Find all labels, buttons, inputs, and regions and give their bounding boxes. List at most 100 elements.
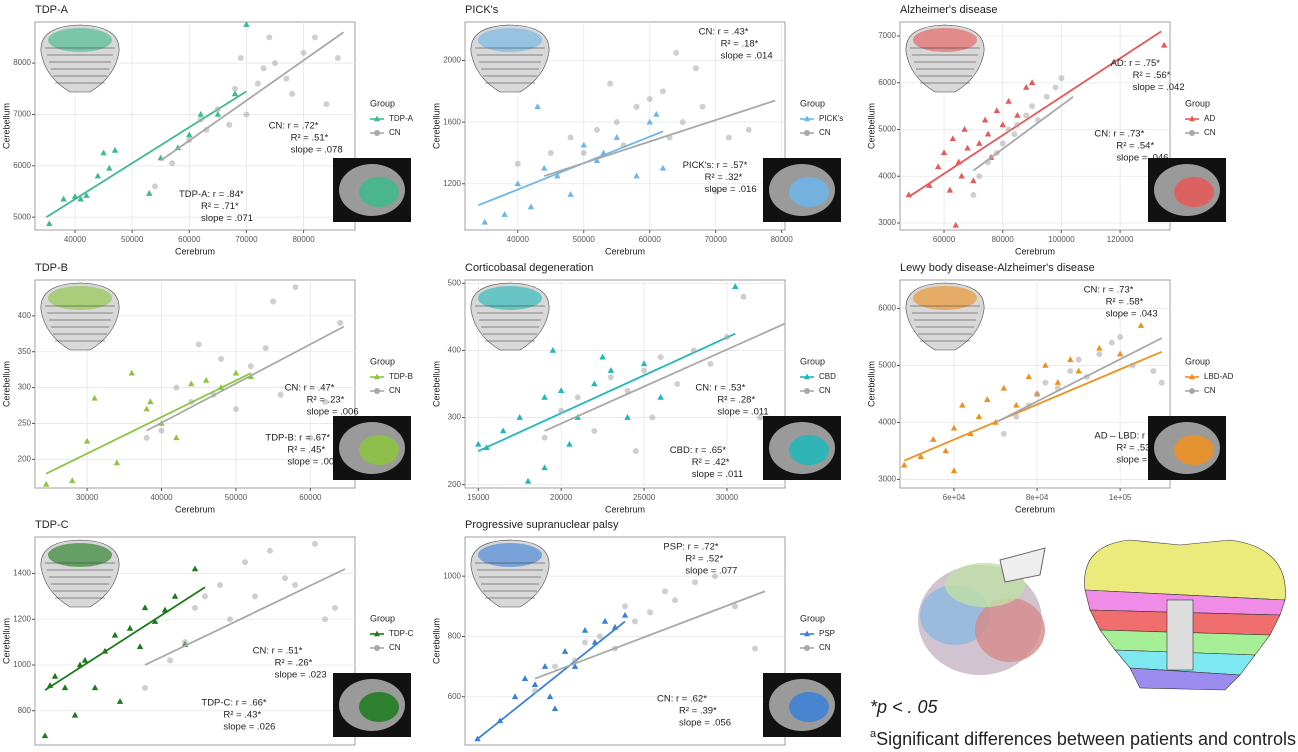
panel: PICK's1200160020004000050000600007000080… — [431, 4, 843, 256]
y-axis-label: Cerebellum — [431, 618, 441, 664]
legend-label: CN — [389, 386, 401, 395]
stat-annotation: slope = .023 — [275, 670, 327, 681]
stat-annotation: slope = .077 — [685, 566, 737, 577]
x-tick-label: 60000 — [933, 235, 956, 244]
flatmap-region — [478, 28, 542, 52]
point — [312, 541, 318, 547]
point — [542, 435, 548, 441]
y-axis-label: Cerebellum — [1, 618, 11, 664]
point — [692, 579, 698, 585]
point — [607, 81, 613, 87]
flatmap-region — [913, 28, 977, 52]
inset-region — [359, 692, 399, 722]
point — [1150, 368, 1156, 374]
x-tick-label: 6e+04 — [943, 493, 966, 502]
y-tick-label: 500 — [448, 278, 462, 287]
y-tick-label: 300 — [18, 383, 32, 392]
point — [167, 657, 173, 663]
stat-annotation: R² = .71* — [201, 201, 239, 212]
point — [1013, 414, 1019, 420]
x-axis-label: Cerebrum — [175, 504, 215, 514]
panel-title: TDP-A — [35, 4, 69, 16]
point — [292, 284, 298, 290]
legend-marker — [374, 130, 380, 136]
point — [752, 646, 758, 652]
flatmap-region — [48, 28, 112, 52]
x-tick-label: 120000 — [1107, 235, 1134, 244]
legend-title: Group — [1185, 356, 1210, 366]
point — [1006, 127, 1012, 133]
stat-annotation: TDP-C: r = .66* — [201, 698, 266, 709]
y-tick-label: 5000 — [878, 125, 896, 134]
y-tick-label: 7000 — [878, 31, 896, 40]
point — [581, 150, 587, 156]
point — [1042, 380, 1048, 386]
x-tick-label: 15000 — [467, 493, 490, 502]
y-tick-label: 800 — [448, 632, 462, 641]
point — [622, 603, 628, 609]
point — [1130, 362, 1136, 368]
panel: TDP-A50006000700080004000050000600007000… — [1, 4, 413, 256]
x-tick-label: 60000 — [178, 235, 201, 244]
figure: *p < . 05 aSignificant differences betwe… — [0, 0, 1298, 752]
legend-label: CBD — [819, 372, 836, 381]
point — [649, 415, 655, 421]
x-tick-label: 50000 — [225, 493, 248, 502]
point — [188, 399, 194, 405]
point — [532, 688, 538, 694]
point — [582, 640, 588, 646]
point — [312, 34, 318, 40]
stat-annotation: R² = .43* — [223, 710, 261, 721]
inset-region — [789, 435, 829, 465]
stat-annotation: slope = .071 — [201, 213, 253, 224]
legend-label: AD — [1204, 114, 1215, 123]
legend-label: PSP — [819, 629, 835, 638]
y-tick-label: 1000 — [443, 571, 461, 580]
point — [700, 104, 706, 110]
stat-annotation: TDP-B: r = .67* — [265, 432, 330, 443]
stat-annotation: CN: r = .43* — [699, 27, 749, 38]
x-tick-label: 100000 — [1048, 235, 1075, 244]
brain-inset — [333, 158, 411, 222]
x-axis-label: Cerebrum — [605, 246, 645, 256]
point — [1011, 131, 1017, 137]
point — [242, 559, 248, 565]
legend-label: CN — [389, 643, 401, 652]
y-axis-label: Cerebellum — [431, 361, 441, 407]
brain-inset — [333, 416, 411, 480]
point — [226, 122, 232, 128]
legend-marker — [804, 130, 810, 136]
point — [515, 161, 521, 167]
footnote: aSignificant differences between patient… — [870, 728, 1296, 749]
legend-title: Group — [800, 356, 825, 366]
point — [620, 142, 626, 148]
point — [726, 135, 732, 141]
y-tick-label: 1000 — [13, 660, 31, 669]
point — [1001, 431, 1007, 437]
stat-annotation: slope = .006 — [307, 406, 359, 417]
point — [255, 81, 261, 87]
point — [142, 685, 148, 691]
point — [266, 34, 272, 40]
y-axis-label: Cerebellum — [866, 103, 876, 149]
x-tick-label: 1e+05 — [1109, 493, 1132, 502]
footnote-p: *p < . 05 — [870, 697, 939, 717]
panel: Corticobasal degeneration200300400500150… — [431, 262, 841, 514]
point — [232, 86, 238, 92]
point — [614, 119, 620, 125]
point — [672, 597, 678, 603]
stat-annotation: R² = .58* — [1106, 297, 1144, 308]
point — [660, 88, 666, 94]
cerebellum-3d — [918, 548, 1045, 675]
inset-region — [789, 692, 829, 722]
stat-annotation: R² = .26* — [275, 658, 313, 669]
point — [591, 428, 597, 434]
stat-annotation: slope = .043 — [1106, 309, 1158, 320]
panel: Progressive supranuclear palsy6008001000… — [431, 519, 841, 745]
point — [976, 173, 982, 179]
point — [608, 374, 614, 380]
y-tick-label: 7000 — [13, 110, 31, 119]
y-tick-label: 8000 — [13, 58, 31, 67]
stat-annotation: R² = .18* — [721, 39, 759, 50]
y-tick-label: 350 — [18, 347, 32, 356]
